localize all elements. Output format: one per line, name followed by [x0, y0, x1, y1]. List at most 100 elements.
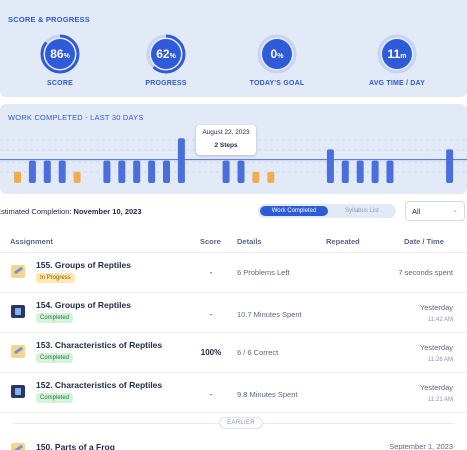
chart-bar[interactable]: [371, 160, 379, 183]
chart-bar[interactable]: [252, 171, 260, 183]
row-date: Yesterday: [419, 303, 453, 312]
table-row[interactable]: 154. Groups of Reptiles Completed - 10.7…: [0, 293, 467, 333]
work-completed-toggle[interactable]: Work Completed: [260, 206, 328, 216]
video-icon: [11, 305, 25, 318]
avg-time-ring: 11m: [377, 34, 417, 74]
table-header: Assignment Score Details Repeated Date /…: [0, 227, 467, 253]
todays-goal-stat: 0% TODAY'S GOAL: [222, 34, 332, 87]
video-icon: [11, 385, 25, 398]
row-score: -: [209, 390, 213, 399]
row-details: 10.7 Minutes Spent: [237, 310, 302, 319]
estimated-completion: Estimated Completion: November 10, 2023: [0, 207, 142, 216]
row-date: September 1, 2023: [389, 442, 453, 450]
tooltip-date: August 22, 2023: [202, 129, 250, 136]
chart-bar[interactable]: [133, 160, 141, 183]
chart-bar[interactable]: [446, 149, 454, 183]
avg-time-unit: m: [400, 53, 407, 60]
filter-value: All: [412, 207, 421, 216]
chart-tooltip: August 22, 2023 2 Steps: [196, 125, 256, 155]
table-row[interactable]: 150. Parts of a Frog September 1, 2023: [0, 437, 467, 450]
assignment-title[interactable]: 155. Groups of Reptiles: [36, 260, 131, 270]
row-time: 11:42 AM: [428, 317, 453, 323]
todays-goal-value: 0: [270, 47, 278, 61]
status-badge: Completed: [36, 313, 74, 323]
score-unit: %: [63, 53, 70, 60]
chart-bar[interactable]: [356, 160, 364, 183]
row-date: Yesterday: [419, 383, 453, 392]
header-date-time[interactable]: Date / Time: [404, 237, 444, 246]
progress-ring: 62%: [146, 34, 186, 74]
row-score: 100%: [200, 348, 222, 357]
row-time: 11:21 AM: [428, 397, 453, 403]
chart-bar[interactable]: [163, 160, 170, 183]
chart-bar[interactable]: [341, 160, 349, 183]
work-completed-chart: [0, 138, 467, 183]
avg-time-label: AVG TIME / DAY: [368, 80, 426, 87]
assignment-title[interactable]: 152. Characteristics of Reptiles: [36, 380, 163, 390]
table-row[interactable]: 152. Characteristics of Reptiles Complet…: [0, 373, 467, 413]
score-progress-card: SCORE & PROGRESS 86% SCORE 62% PROGRESS …: [0, 0, 467, 97]
view-toggle: Work Completed Syllabus List: [258, 204, 396, 218]
worksheet-icon: [11, 345, 25, 358]
score-value: 86: [50, 47, 64, 61]
table-row[interactable]: 153. Characteristics of Reptiles Complet…: [0, 333, 467, 373]
todays-goal-label: TODAY'S GOAL: [249, 80, 305, 87]
status-badge: Completed: [36, 393, 74, 403]
syllabus-list-toggle[interactable]: Syllabus List: [345, 208, 379, 214]
chart-bar[interactable]: [73, 171, 81, 183]
status-badge: Completed: [36, 353, 74, 363]
chevron-down-icon: ⌄: [452, 207, 458, 214]
chart-bar[interactable]: [14, 171, 21, 183]
earlier-label: EARLIER: [219, 417, 263, 429]
assignment-title[interactable]: 154. Groups of Reptiles: [36, 300, 131, 310]
progress-value: 62: [156, 47, 170, 61]
assignment-title[interactable]: 153. Characteristics of Reptiles: [36, 340, 163, 350]
chart-bar[interactable]: [28, 160, 36, 183]
todays-goal-unit: %: [277, 53, 284, 60]
header-score[interactable]: Score: [200, 237, 221, 246]
header-assignment[interactable]: Assignment: [10, 237, 53, 246]
todays-goal-ring: 0%: [257, 34, 297, 74]
chart-bar[interactable]: [148, 160, 156, 183]
row-date: 7 seconds spent: [398, 268, 453, 277]
score-stat: 86% SCORE: [5, 34, 115, 87]
chart-bar[interactable]: [58, 160, 66, 183]
progress-stat: 62% PROGRESS: [111, 34, 221, 87]
chart-bar[interactable]: [43, 160, 51, 183]
avg-time-stat: 11m AVG TIME / DAY: [342, 34, 452, 87]
chart-bar[interactable]: [177, 138, 185, 183]
chart-bar[interactable]: [222, 160, 230, 183]
chart-bar[interactable]: [386, 160, 394, 183]
worksheet-icon: [11, 443, 25, 450]
row-details: 9.8 Minutes Spent: [237, 390, 298, 399]
worksheet-icon: [11, 265, 25, 278]
estimated-completion-date: November 10, 2023: [73, 207, 142, 216]
row-time: 11:26 AM: [428, 357, 453, 363]
table-row[interactable]: 155. Groups of Reptiles In Progress - 6 …: [0, 253, 467, 293]
row-details: 6 / 6 Correct: [237, 348, 279, 357]
score-label: SCORE: [47, 80, 73, 87]
avg-time-value: 11: [387, 47, 401, 61]
header-repeated[interactable]: Repeated: [326, 237, 360, 246]
progress-unit: %: [169, 53, 176, 60]
row-score: -: [209, 268, 213, 277]
row-details: 6 Problems Left: [237, 268, 290, 277]
chart-bar[interactable]: [103, 160, 111, 183]
work-completed-title: WORK COMPLETED - LAST 30 DAYS: [8, 113, 144, 122]
chart-bar[interactable]: [326, 149, 334, 183]
filter-select[interactable]: All ⌄: [405, 201, 465, 221]
chart-bar[interactable]: [237, 160, 245, 183]
estimated-completion-label: Estimated Completion:: [0, 207, 72, 216]
row-score: -: [209, 310, 213, 319]
row-date: Yesterday: [419, 343, 453, 352]
score-ring: 86%: [40, 34, 80, 74]
progress-label: PROGRESS: [145, 80, 187, 87]
assignment-title[interactable]: 150. Parts of a Frog: [36, 442, 115, 450]
score-progress-title: SCORE & PROGRESS: [8, 15, 90, 24]
chart-bar[interactable]: [118, 160, 126, 183]
header-details[interactable]: Details: [237, 237, 262, 246]
tooltip-steps: 2 Steps: [214, 142, 238, 149]
status-badge: In Progress: [36, 273, 75, 283]
chart-bar[interactable]: [267, 171, 275, 183]
